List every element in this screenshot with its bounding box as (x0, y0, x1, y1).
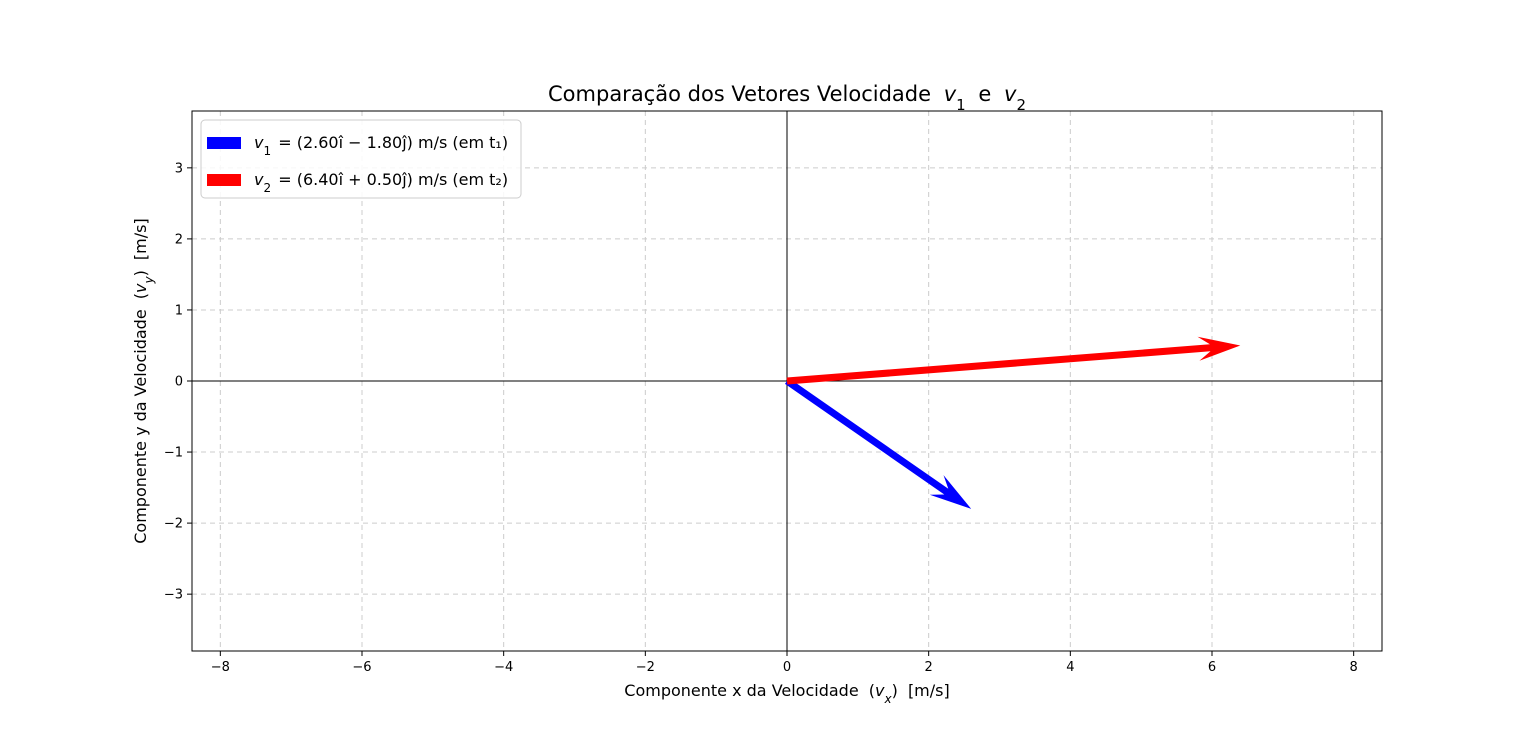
x-tick-label: −8 (211, 660, 230, 675)
y-tick-label: −3 (164, 588, 183, 603)
y-tick-label: 1 (175, 303, 183, 318)
x-tick-label: 8 (1350, 660, 1358, 675)
legend: v1 = (2.60î − 1.80ĵ) m/s (em t₁) v2 = (6… (200, 119, 522, 199)
legend-label-v1: v1 = (2.60î − 1.80ĵ) m/s (em t₁) (254, 133, 508, 158)
y-tick-label: 3 (175, 161, 183, 176)
legend-box (200, 119, 522, 199)
legend-swatch-v2 (207, 174, 241, 186)
x-tick-label: 4 (1066, 660, 1074, 675)
vectors (785, 336, 1241, 509)
x-tick-label: 0 (783, 660, 791, 675)
x-tick-label: 2 (925, 660, 933, 675)
legend-swatch-v1 (207, 137, 241, 149)
y-tick-label: −2 (164, 517, 183, 532)
x-tick-label: 6 (1208, 660, 1216, 675)
x-axis-label: Componente x da Velocidade (vx) [m/s] (624, 681, 949, 706)
chart-title: Comparação dos Vetores Velocidade v1 e v… (548, 82, 1026, 114)
x-tick-label: −2 (636, 660, 655, 675)
x-tick-label: −6 (352, 660, 371, 675)
y-axis-label: Componente y da Velocidade (vy) [m/s] (131, 218, 156, 543)
legend-label-v2: v2 = (6.40î + 0.50ĵ) m/s (em t₂) (254, 170, 508, 195)
y-tick-label: −1 (164, 446, 183, 461)
vector-arrow-v2 (786, 336, 1241, 385)
ticks: −8 −6 −4 −2 0 2 4 6 8 −3 −2 −1 0 1 2 3 (164, 161, 1358, 675)
x-tick-label: −4 (494, 660, 513, 675)
vector-arrow-v1 (785, 378, 972, 509)
y-tick-label: 0 (175, 375, 183, 390)
y-tick-label: 2 (175, 232, 183, 247)
